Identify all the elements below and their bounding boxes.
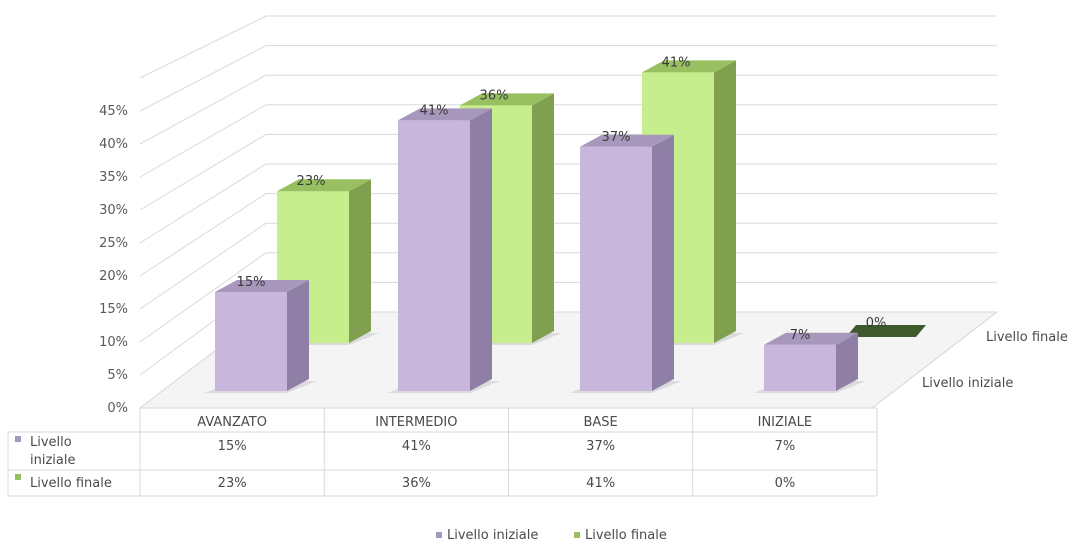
bar-side	[836, 332, 858, 391]
depth-label-finale: Livello finale	[986, 330, 1068, 345]
category-label: INIZIALE	[758, 415, 812, 430]
y-axis-ticks: 0% 5% 10% 15% 20% 25% 30% 35% 40% 45%	[99, 104, 128, 416]
category-label: AVANZATO	[197, 415, 267, 430]
bar-finale-iniziale	[846, 325, 926, 337]
series-livello-finale	[267, 60, 926, 345]
bar-top	[642, 60, 736, 73]
bar-top	[215, 280, 309, 292]
table-cell: 0%	[775, 476, 796, 491]
table-cell: 7%	[775, 439, 796, 454]
table-row-label-iniziale-line2: iniziale	[30, 453, 75, 468]
bar-top	[277, 179, 371, 192]
bar-top	[398, 108, 492, 121]
bar-front	[215, 292, 287, 391]
gridline-side	[139, 133, 267, 211]
gridline-side	[139, 222, 267, 310]
bar-side	[287, 280, 309, 391]
gridline-side	[139, 15, 267, 79]
gridline-side	[139, 163, 267, 244]
table-key-finale	[15, 474, 21, 480]
legend-label-iniziale: Livello iniziale	[447, 528, 538, 543]
bar-side	[532, 93, 554, 344]
bar-iniziale-iniziale	[754, 332, 866, 393]
bar-side	[652, 134, 674, 392]
bar-front	[580, 146, 652, 391]
bar-iniziale-intermedio	[388, 108, 500, 393]
gridline-side	[139, 45, 267, 112]
data-label-iniziale: 15%	[237, 275, 266, 290]
y-tick-label: 20%	[99, 269, 128, 284]
category-label: INTERMEDIO	[375, 415, 457, 430]
table-cell: 41%	[586, 476, 615, 491]
legend-label-finale: Livello finale	[585, 528, 667, 543]
y-tick-label: 40%	[99, 137, 128, 152]
table-row-label-finale: Livello finale	[30, 476, 112, 491]
legend: Livello iniziale Livello finale	[436, 528, 667, 543]
y-tick-label: 0%	[107, 401, 128, 416]
y-tick-label: 10%	[99, 335, 128, 350]
bar-top	[580, 134, 674, 147]
legend-key-finale	[574, 532, 580, 538]
depth-axis-line	[871, 311, 998, 409]
table-cell: 36%	[402, 476, 431, 491]
depth-axis-labels: Livello iniziale Livello finale	[871, 311, 1068, 409]
bar-side	[349, 179, 371, 343]
gridline-side	[139, 252, 267, 343]
table-key-iniziale	[15, 436, 21, 442]
gridline-side	[139, 193, 267, 277]
legend-key-iniziale	[436, 532, 442, 538]
y-tick-label: 30%	[99, 203, 128, 218]
bar-iniziale-base	[570, 134, 682, 393]
category-label: BASE	[583, 415, 617, 430]
data-table: AVANZATO INTERMEDIO BASE INIZIALE Livello ini…	[7, 407, 878, 497]
series-livello-iniziale	[205, 108, 866, 393]
table-cell: 41%	[402, 439, 431, 454]
table-cell: 37%	[586, 439, 615, 454]
data-label-finale: 23%	[297, 174, 326, 189]
y-tick-label: 25%	[99, 236, 128, 251]
data-label-iniziale: 41%	[420, 103, 449, 118]
bar-front	[398, 120, 470, 392]
gridline-side	[139, 104, 267, 178]
table-cell: 23%	[218, 476, 247, 491]
bar-iniziale-avanzato	[205, 280, 317, 393]
bar-top	[460, 93, 554, 106]
data-label-finale: 41%	[662, 55, 691, 70]
table-row-label-iniziale-line1: Livello	[30, 435, 72, 450]
bar-side	[470, 108, 492, 392]
y-tick-label: 35%	[99, 170, 128, 185]
bar-front	[764, 344, 836, 391]
data-labels: 23% 36% 41% 0% 15% 41% 37% 7%	[237, 55, 887, 342]
y-tick-label: 5%	[107, 368, 128, 383]
y-tick-label: 15%	[99, 302, 128, 317]
data-label-iniziale: 7%	[790, 328, 811, 343]
depth-label-iniziale: Livello iniziale	[922, 376, 1013, 391]
y-tick-label: 45%	[99, 104, 128, 119]
gridline-side	[139, 74, 267, 145]
data-label-finale: 0%	[866, 316, 887, 331]
data-label-finale: 36%	[480, 88, 509, 103]
data-label-iniziale: 37%	[602, 130, 631, 145]
bar-side	[714, 60, 736, 344]
table-cell: 15%	[218, 439, 247, 454]
bar-top	[764, 332, 858, 345]
